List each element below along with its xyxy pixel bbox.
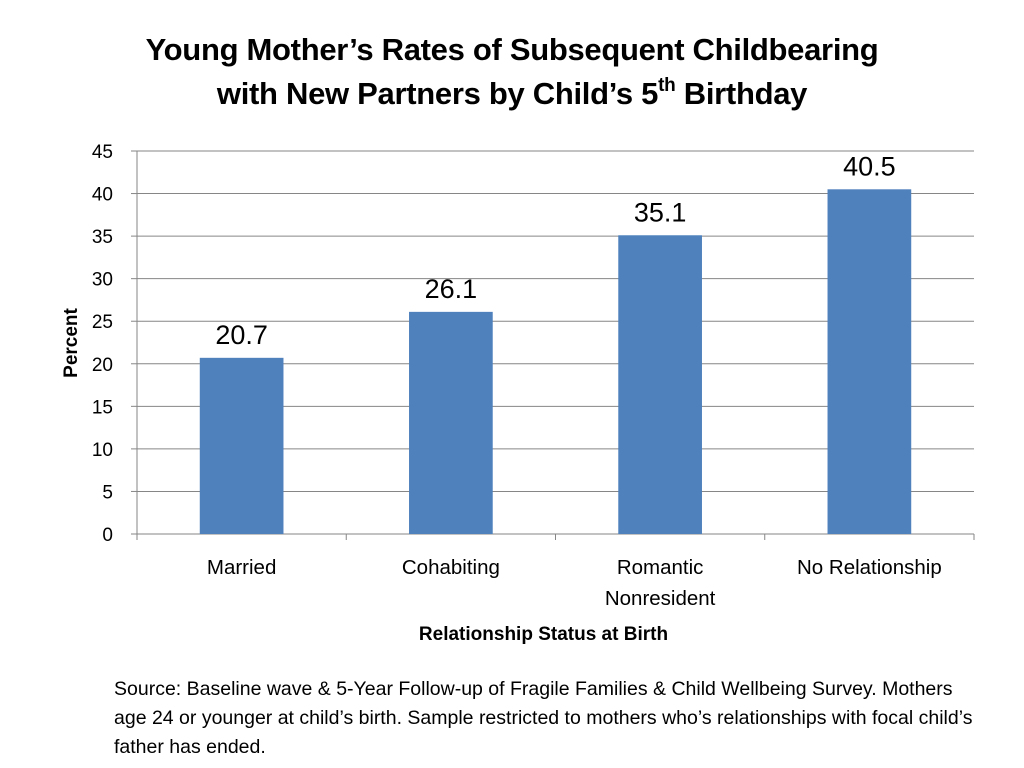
chart-title: Young Mother’s Rates of Subsequent Child… [0, 28, 1024, 116]
data-label: 26.1 [425, 274, 478, 304]
y-tick-label: 30 [92, 270, 113, 291]
bar [618, 235, 702, 534]
y-tick-label: 35 [92, 227, 113, 248]
y-tick-label: 5 [102, 482, 113, 503]
x-category-label: No Relationship [797, 556, 942, 579]
data-label: 35.1 [634, 197, 687, 227]
chart-title-superscript: th [658, 75, 676, 96]
y-tick-label: 10 [92, 440, 113, 461]
x-category-label: Married [207, 556, 277, 579]
bar-chart: 0 5 10 15 20 25 30 35 40 45 20.7 Married 26.1 Cohabit… [61, 142, 975, 645]
y-tick-label: 40 [92, 185, 113, 206]
y-axis-title: Percent [61, 307, 82, 377]
bar [199, 357, 284, 534]
chart-title-line-2-main: with New Partners by Child’s 5 [216, 76, 659, 111]
x-category-label: Romantic [617, 556, 704, 579]
y-tick-label: 45 [92, 142, 113, 163]
data-label: 40.5 [843, 151, 896, 181]
data-label: 20.7 [215, 320, 268, 350]
y-tick-label: 15 [92, 397, 113, 418]
y-tick-label: 25 [92, 312, 113, 333]
chart-title-line-2: with New Partners by Child’s 5th Birthda… [0, 72, 1024, 116]
x-axis-title: Relationship Status at Birth [419, 624, 668, 645]
bar [827, 189, 912, 535]
source-note: Source: Baseline wave & 5-Year Follow-up… [114, 678, 973, 758]
y-tick-label: 0 [102, 525, 113, 546]
y-tick-label: 20 [92, 355, 113, 376]
x-category-label: Nonresident [605, 587, 716, 610]
bar [409, 311, 493, 534]
chart-title-line-2-end: Birthday [675, 76, 808, 111]
x-category-label: Cohabiting [402, 556, 500, 579]
chart-title-line-1: Young Mother’s Rates of Subsequent Child… [145, 32, 879, 67]
